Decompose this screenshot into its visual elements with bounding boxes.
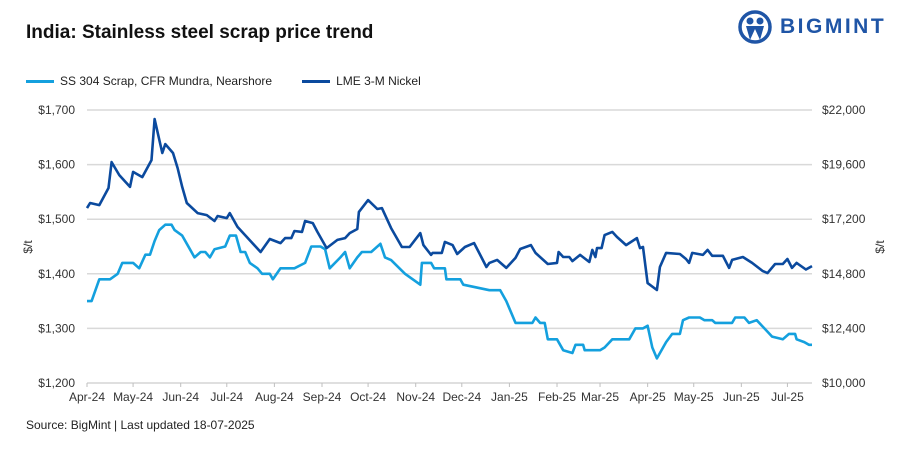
x-tick-label: May-25 xyxy=(674,390,714,404)
series-line-lme-nickel xyxy=(85,117,813,292)
y-left-tick-label: $1,600 xyxy=(38,158,75,172)
y-right-tick-label: $19,600 xyxy=(822,158,866,172)
legend-item-nickel: LME 3-M Nickel xyxy=(302,74,421,88)
y-right-tick-label: $17,200 xyxy=(822,212,866,226)
y-left-tick-label: $1,500 xyxy=(38,212,75,226)
x-tick-label: Jul-25 xyxy=(771,390,804,404)
y-right-tick-label: $14,800 xyxy=(822,267,866,281)
y-right-tick-label: $12,400 xyxy=(822,321,866,335)
x-tick-label: Apr-24 xyxy=(69,390,105,404)
chart-title: India: Stainless steel scrap price trend xyxy=(26,22,374,43)
x-tick-label: Mar-25 xyxy=(581,390,619,404)
x-tick-label: Jun-24 xyxy=(162,390,199,404)
y-right-tick-label: $22,000 xyxy=(822,103,866,117)
x-tick-label: May-24 xyxy=(113,390,153,404)
legend-swatch-ss304 xyxy=(26,79,54,83)
legend-item-ss304: SS 304 Scrap, CFR Mundra, Nearshore xyxy=(26,74,272,88)
logo-text: BIGMINT xyxy=(780,15,887,38)
y-left-tick-label: $1,400 xyxy=(38,267,75,281)
x-tick-label: Feb-25 xyxy=(538,390,576,404)
x-tick-label: Jan-25 xyxy=(491,390,528,404)
y-left-axis-title: $/t xyxy=(21,240,35,254)
legend-swatch-nickel xyxy=(302,79,331,83)
bigmint-logo-icon xyxy=(738,10,772,44)
y-right-tick-label: $10,000 xyxy=(822,376,866,390)
source-note: Source: BigMint | Last updated 18-07-202… xyxy=(26,418,255,432)
x-tick-label: Jul-24 xyxy=(210,390,243,404)
x-tick-label: Dec-24 xyxy=(442,390,481,404)
legend-label-ss304: SS 304 Scrap, CFR Mundra, Nearshore xyxy=(60,74,273,88)
y-right-axis-title: $/t xyxy=(873,240,887,254)
x-tick-label: Aug-24 xyxy=(255,390,294,404)
x-tick-label: Nov-24 xyxy=(396,390,435,404)
bigmint-logo: BIGMINT xyxy=(738,10,886,44)
x-tick-label: Jun-25 xyxy=(723,390,760,404)
y-left-tick-label: $1,300 xyxy=(38,321,75,335)
y-left-tick-label: $1,700 xyxy=(38,103,75,117)
x-tick-label: Sep-24 xyxy=(303,390,342,404)
legend-label-nickel: LME 3-M Nickel xyxy=(336,74,421,88)
series-line-ss304-scrap xyxy=(87,223,812,360)
x-tick-label: Oct-24 xyxy=(350,390,386,404)
y-left-tick-label: $1,200 xyxy=(38,376,75,390)
legend: SS 304 Scrap, CFR Mundra, Nearshore LME … xyxy=(26,74,421,88)
x-tick-label: Apr-25 xyxy=(630,390,666,404)
